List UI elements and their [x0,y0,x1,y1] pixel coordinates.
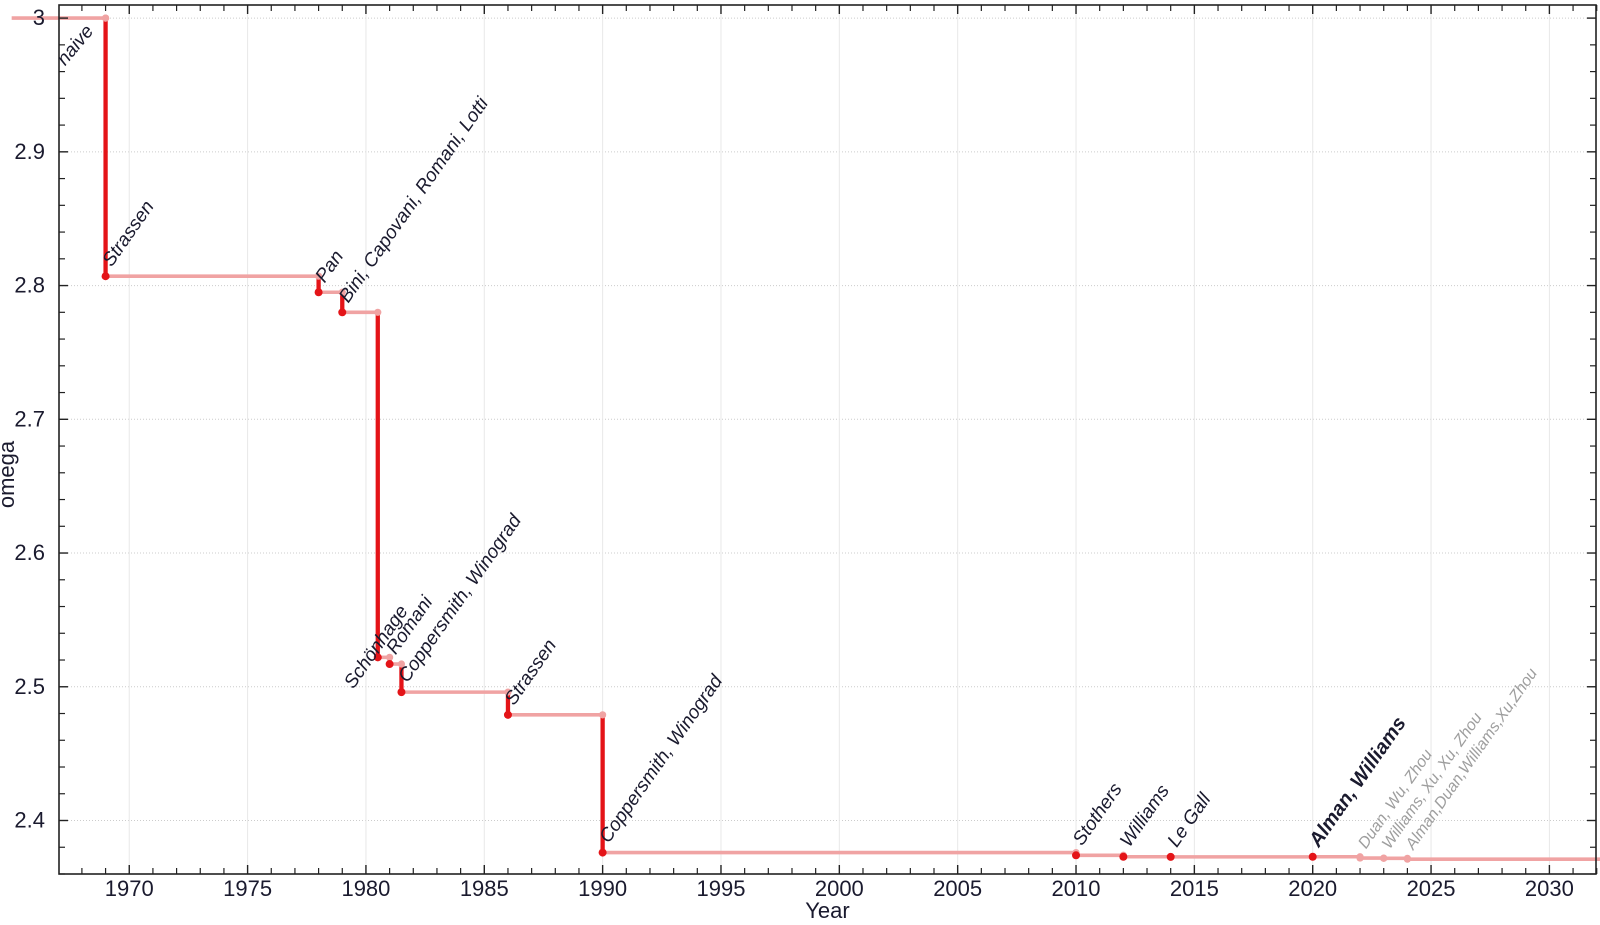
svg-text:2.5: 2.5 [14,674,45,699]
svg-text:omega: omega [0,440,19,508]
svg-text:2.6: 2.6 [14,540,45,565]
svg-text:3: 3 [33,5,45,30]
svg-text:1970: 1970 [105,876,154,901]
svg-text:1980: 1980 [341,876,390,901]
svg-text:1985: 1985 [460,876,509,901]
svg-text:1995: 1995 [697,876,746,901]
svg-text:2015: 2015 [1170,876,1219,901]
svg-text:2030: 2030 [1525,876,1574,901]
svg-text:Year: Year [805,898,849,920]
svg-text:2.7: 2.7 [14,406,45,431]
svg-text:2010: 2010 [1052,876,1101,901]
svg-text:2025: 2025 [1407,876,1456,901]
svg-text:2.8: 2.8 [14,273,45,298]
svg-text:2005: 2005 [933,876,982,901]
svg-text:2.4: 2.4 [14,808,45,833]
svg-text:2020: 2020 [1288,876,1337,901]
svg-text:1975: 1975 [223,876,272,901]
svg-text:1990: 1990 [578,876,627,901]
svg-text:2.9: 2.9 [14,139,45,164]
